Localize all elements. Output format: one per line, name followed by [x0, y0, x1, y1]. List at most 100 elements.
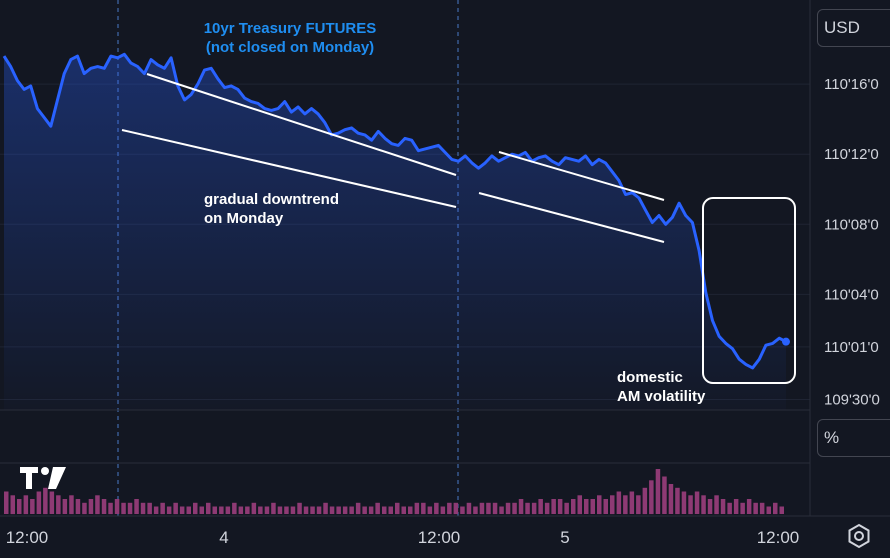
- volume-bar: [362, 506, 367, 514]
- price-axis[interactable]: 110'16'0 110'12'0 110'08'0 110'04'0 110'01'0…: [824, 76, 880, 408]
- volume-bar: [4, 491, 9, 514]
- y-tick-label: 110'04'0: [824, 286, 879, 303]
- trend-channel-upper-line[interactable]: [146, 73, 457, 176]
- volume-bar: [421, 502, 426, 515]
- volume-bar: [160, 502, 165, 515]
- chart-title-line-1: 10yr Treasury FUTURES: [204, 20, 377, 37]
- volatility-highlight-box[interactable]: [702, 197, 796, 384]
- volume-bar: [10, 495, 15, 515]
- volume-bar: [62, 499, 68, 514]
- trend-channel-upper-line[interactable]: [498, 151, 665, 201]
- time-axis[interactable]: 12:00 4 12:00 5 12:00: [6, 528, 800, 547]
- volume-bar: [655, 469, 661, 514]
- volume-bar: [349, 506, 354, 514]
- volume-bar: [127, 502, 133, 515]
- volume-bar: [642, 487, 648, 515]
- volume-bar: [557, 499, 563, 514]
- volume-bar: [512, 502, 517, 515]
- volume-bar: [199, 506, 204, 514]
- volume-bar: [30, 499, 35, 514]
- volume-bar: [447, 502, 452, 515]
- volume-bar: [303, 506, 309, 514]
- volume-bar: [675, 487, 680, 515]
- volume-bar: [36, 491, 42, 514]
- volume-bar: [212, 506, 217, 514]
- x-tick-label: 12:00: [6, 528, 49, 547]
- volume-bar: [75, 499, 81, 514]
- volume-bar: [753, 502, 758, 515]
- volume-bar: [140, 502, 146, 515]
- volume-bar: [681, 491, 687, 514]
- volume-bar: [720, 499, 726, 514]
- volume-bar: [414, 502, 420, 515]
- volume-bar: [766, 506, 771, 514]
- volume-bar: [473, 506, 478, 514]
- volume-bar: [564, 502, 569, 515]
- volume-bar: [43, 487, 48, 515]
- volume-bar: [688, 495, 693, 515]
- annotation-volatility-line-1: domestic: [617, 369, 683, 386]
- y-tick-label: 110'16'0: [824, 76, 879, 93]
- volume-bar: [277, 506, 283, 514]
- volume-bar: [571, 499, 576, 514]
- volume-bar: [733, 499, 739, 514]
- volume-bar: [179, 506, 185, 514]
- currency-selector[interactable]: USD: [817, 9, 890, 47]
- volume-bar: [701, 495, 706, 515]
- volume-bar: [525, 502, 530, 515]
- volume-bar: [153, 506, 159, 514]
- volume-bar: [388, 506, 393, 514]
- volume-bar: [597, 495, 602, 515]
- volume-bar: [466, 502, 472, 515]
- chart-settings-icon[interactable]: [846, 523, 872, 549]
- volume-bar: [173, 502, 178, 515]
- volume-bar: [271, 502, 276, 515]
- tradingview-logo-icon[interactable]: [20, 467, 68, 491]
- volume-bar: [779, 506, 784, 514]
- volume-bar: [342, 506, 348, 514]
- annotation-volatility-line-2: AM volatility: [617, 388, 706, 405]
- chart-title-line-2: (not closed on Monday): [206, 39, 374, 56]
- volume-bar: [479, 502, 485, 515]
- volume-bar: [290, 506, 296, 514]
- volume-bar: [108, 502, 113, 515]
- volume-bar: [773, 502, 778, 515]
- volume-bar: [544, 502, 550, 515]
- volume-bar: [518, 499, 524, 514]
- y-tick-label: 110'12'0: [824, 146, 879, 163]
- trend-channel-lower-line[interactable]: [121, 129, 457, 208]
- percent-scale-toggle[interactable]: %: [817, 419, 890, 457]
- volume-bar: [590, 499, 595, 514]
- x-tick-label: 4: [219, 528, 228, 547]
- volume-bar: [251, 502, 257, 515]
- x-tick-label: 12:00: [757, 528, 800, 547]
- volume-bar: [225, 506, 231, 514]
- volume-bar: [531, 502, 537, 515]
- last-price-point: [782, 337, 790, 346]
- volume-bar: [740, 502, 745, 515]
- volume-bar: [401, 506, 406, 514]
- volume-bar: [629, 491, 635, 514]
- volume-bar: [232, 502, 237, 515]
- volume-bar: [623, 495, 628, 515]
- volume-bar: [336, 506, 341, 514]
- volume-bar: [577, 495, 582, 515]
- volume-bar: [121, 502, 126, 515]
- volume-bar: [382, 506, 387, 514]
- trend-channel-lower-line[interactable]: [478, 192, 665, 243]
- volume-bar: [499, 506, 504, 514]
- volume-bar: [492, 502, 498, 515]
- volume-bar: [746, 499, 752, 514]
- volume-histogram: [4, 469, 784, 515]
- volume-bar: [258, 506, 263, 514]
- volume-bar: [69, 495, 74, 515]
- volume-bar: [440, 506, 446, 514]
- volume-bar: [551, 499, 556, 514]
- volume-bar: [610, 495, 615, 515]
- volume-bar: [238, 506, 244, 514]
- volume-bar: [707, 499, 713, 514]
- volume-bar: [23, 495, 29, 515]
- volume-bar: [114, 499, 120, 514]
- series-line: [2, 52, 787, 370]
